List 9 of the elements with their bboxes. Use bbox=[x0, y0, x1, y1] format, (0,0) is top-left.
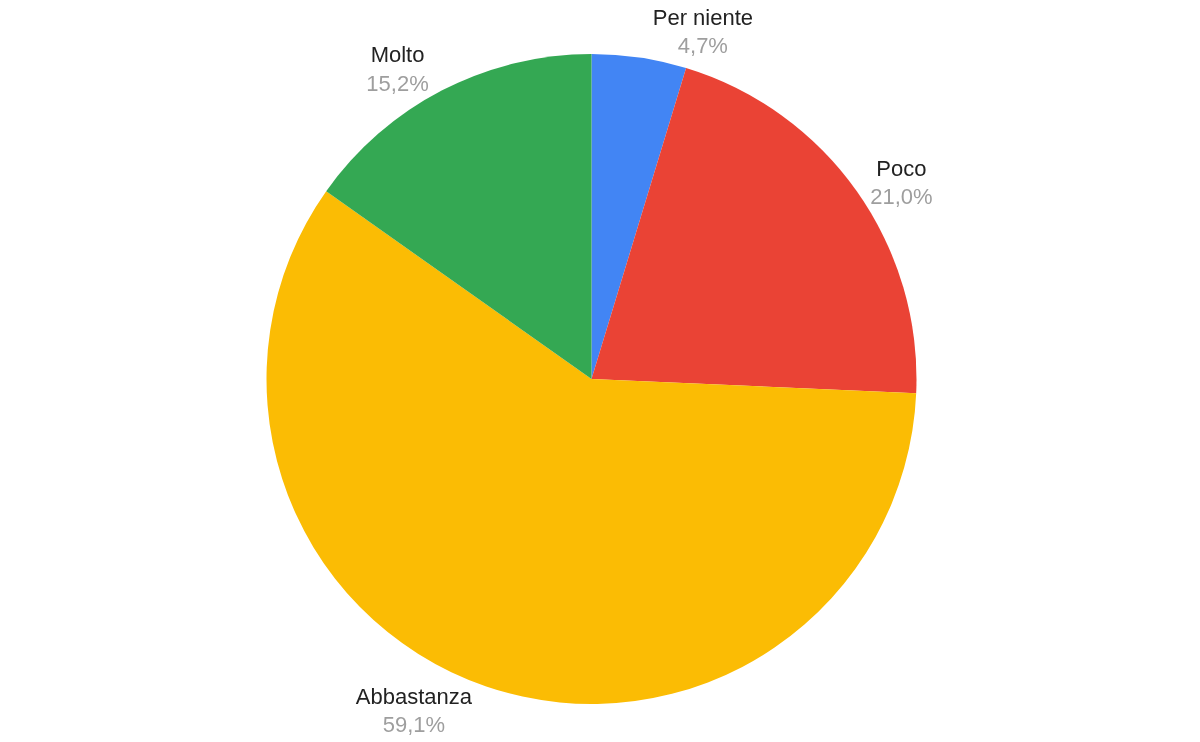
slice-label: Abbastanza bbox=[355, 683, 473, 709]
data-label: 15,2% bbox=[366, 71, 429, 97]
data-label: 21,0% bbox=[870, 184, 933, 210]
data-label: 4,7% bbox=[677, 33, 728, 59]
pie-slice bbox=[591, 54, 687, 379]
slice-label: Per niente bbox=[652, 4, 754, 30]
slice-label: Poco bbox=[876, 155, 927, 181]
slice-label: Molto bbox=[370, 42, 425, 68]
data-label: 59,1% bbox=[382, 712, 446, 738]
